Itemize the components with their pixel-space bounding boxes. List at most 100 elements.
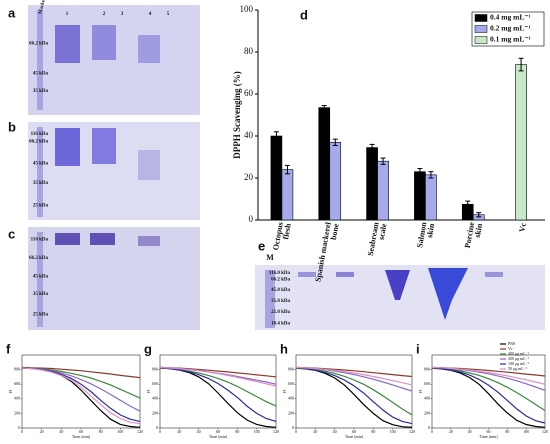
marker-lane xyxy=(37,127,43,217)
error-bar xyxy=(428,171,434,179)
y-tick-label: 400 xyxy=(424,396,430,401)
y-tick-label: 800 xyxy=(14,367,20,372)
band xyxy=(92,25,116,60)
band xyxy=(138,35,160,63)
x-tick-label: 120 xyxy=(542,429,548,434)
y-tick-label: 80 xyxy=(244,46,254,56)
x-tick-label: 40 xyxy=(197,429,201,434)
panel-label: h xyxy=(280,341,288,356)
line-series xyxy=(159,367,277,387)
y-tick-label: 200 xyxy=(152,410,158,415)
marker-lane xyxy=(37,232,43,327)
x-tick-label: Porcineskin xyxy=(463,221,484,250)
gel-images xyxy=(28,5,545,330)
band xyxy=(428,268,468,320)
x-tick-label: 80 xyxy=(505,429,509,434)
y-tick-label: 400 xyxy=(288,396,294,401)
lane-label: 3 xyxy=(121,12,124,17)
marker-label: 45 kDa xyxy=(33,71,49,76)
band xyxy=(92,128,116,164)
y-tick-label: 600 xyxy=(152,381,158,386)
x-tick-label: 80 xyxy=(235,429,239,434)
line-series xyxy=(21,367,141,399)
x-tick-label: 0 xyxy=(159,429,161,434)
legend-label: 50 μg mL⁻¹ xyxy=(508,366,528,371)
y-tick-label: 800 xyxy=(288,367,294,372)
lane-label: 2 xyxy=(103,12,106,17)
panel-label: g xyxy=(144,341,152,356)
x-tick-label: 100 xyxy=(390,429,396,434)
x-tick-label: 0 xyxy=(21,429,23,434)
y-tick-label: 0 xyxy=(156,425,158,430)
band xyxy=(55,233,80,245)
marker-label: 45.0 kDa xyxy=(271,288,290,293)
bar xyxy=(329,142,342,221)
marker-label: 66.2 kDa xyxy=(271,277,290,282)
marker-label: 25 kDa xyxy=(33,203,49,208)
line-series xyxy=(159,367,277,422)
panel-label: i xyxy=(416,341,420,356)
x-tick-label: 120 xyxy=(137,429,143,434)
bar xyxy=(414,171,426,221)
x-tick-label: 20 xyxy=(40,429,44,434)
x-tick-label: 120 xyxy=(409,429,415,434)
marker-label: 35 kDa xyxy=(33,181,49,186)
bar xyxy=(318,107,331,221)
x-tick-label: 60 xyxy=(487,429,491,434)
line-series xyxy=(431,367,546,385)
x-tick-label: 100 xyxy=(254,429,260,434)
marker-label: 45 kDa xyxy=(33,161,49,166)
band xyxy=(485,272,503,277)
error-bar xyxy=(332,138,338,146)
band xyxy=(55,25,80,63)
marker-label: 45 kDa xyxy=(33,275,49,280)
x-tick-label: 80 xyxy=(371,429,375,434)
band xyxy=(298,272,316,277)
y-tick-label: 200 xyxy=(14,410,20,415)
y-tick-label: 100 xyxy=(240,4,254,14)
x-tick-label: 20 xyxy=(313,429,317,434)
lane-label: M xyxy=(266,253,274,262)
panel-label: d xyxy=(300,7,308,22)
panel-label: a xyxy=(8,5,16,20)
error-bar xyxy=(273,131,279,141)
y-tick-label: 200 xyxy=(288,410,294,415)
x-tick-label: 60 xyxy=(79,429,83,434)
legend-label: 100 μg mL⁻¹ xyxy=(508,361,530,366)
y-tick-label: 0 xyxy=(18,425,20,430)
bar xyxy=(281,169,294,221)
marker-lane xyxy=(265,270,275,328)
marker-label: 66.2 kDa xyxy=(29,256,48,261)
x-axis-label: Time (min) xyxy=(209,434,228,439)
x-tick-label: 100 xyxy=(523,429,529,434)
band xyxy=(138,150,160,180)
error-bar xyxy=(417,168,423,176)
legend-swatch xyxy=(474,25,488,33)
x-axis-label: Time (min) xyxy=(345,434,364,439)
y-tick-label: 600 xyxy=(288,381,294,386)
legend-label: 0.2 mg mL⁻¹ xyxy=(490,24,531,33)
plot-frame xyxy=(295,354,413,429)
x-tick-label: 40 xyxy=(333,429,337,434)
plot-frame xyxy=(159,354,277,429)
marker-label: 35 kDa xyxy=(33,89,49,94)
plot-frame xyxy=(21,354,141,429)
marker-lane xyxy=(37,10,43,110)
bar xyxy=(515,64,527,221)
y-tick-label: 600 xyxy=(424,381,430,386)
y-axis-label: FI xyxy=(282,389,287,393)
band xyxy=(385,270,410,300)
line-series xyxy=(431,367,546,428)
marker-label: 116 kDa xyxy=(31,132,49,137)
lane-label: Marker xyxy=(38,0,47,15)
legend-swatch xyxy=(474,14,488,22)
error-bar xyxy=(465,200,471,208)
panel-label: e xyxy=(258,238,265,253)
error-bar xyxy=(476,212,482,218)
line-series xyxy=(295,367,413,386)
band xyxy=(138,236,160,246)
legend-label: 0.4 mg mL⁻¹ xyxy=(490,13,531,22)
legend-label: PBS xyxy=(508,341,515,346)
marker-label: 35 kDa xyxy=(33,292,49,297)
